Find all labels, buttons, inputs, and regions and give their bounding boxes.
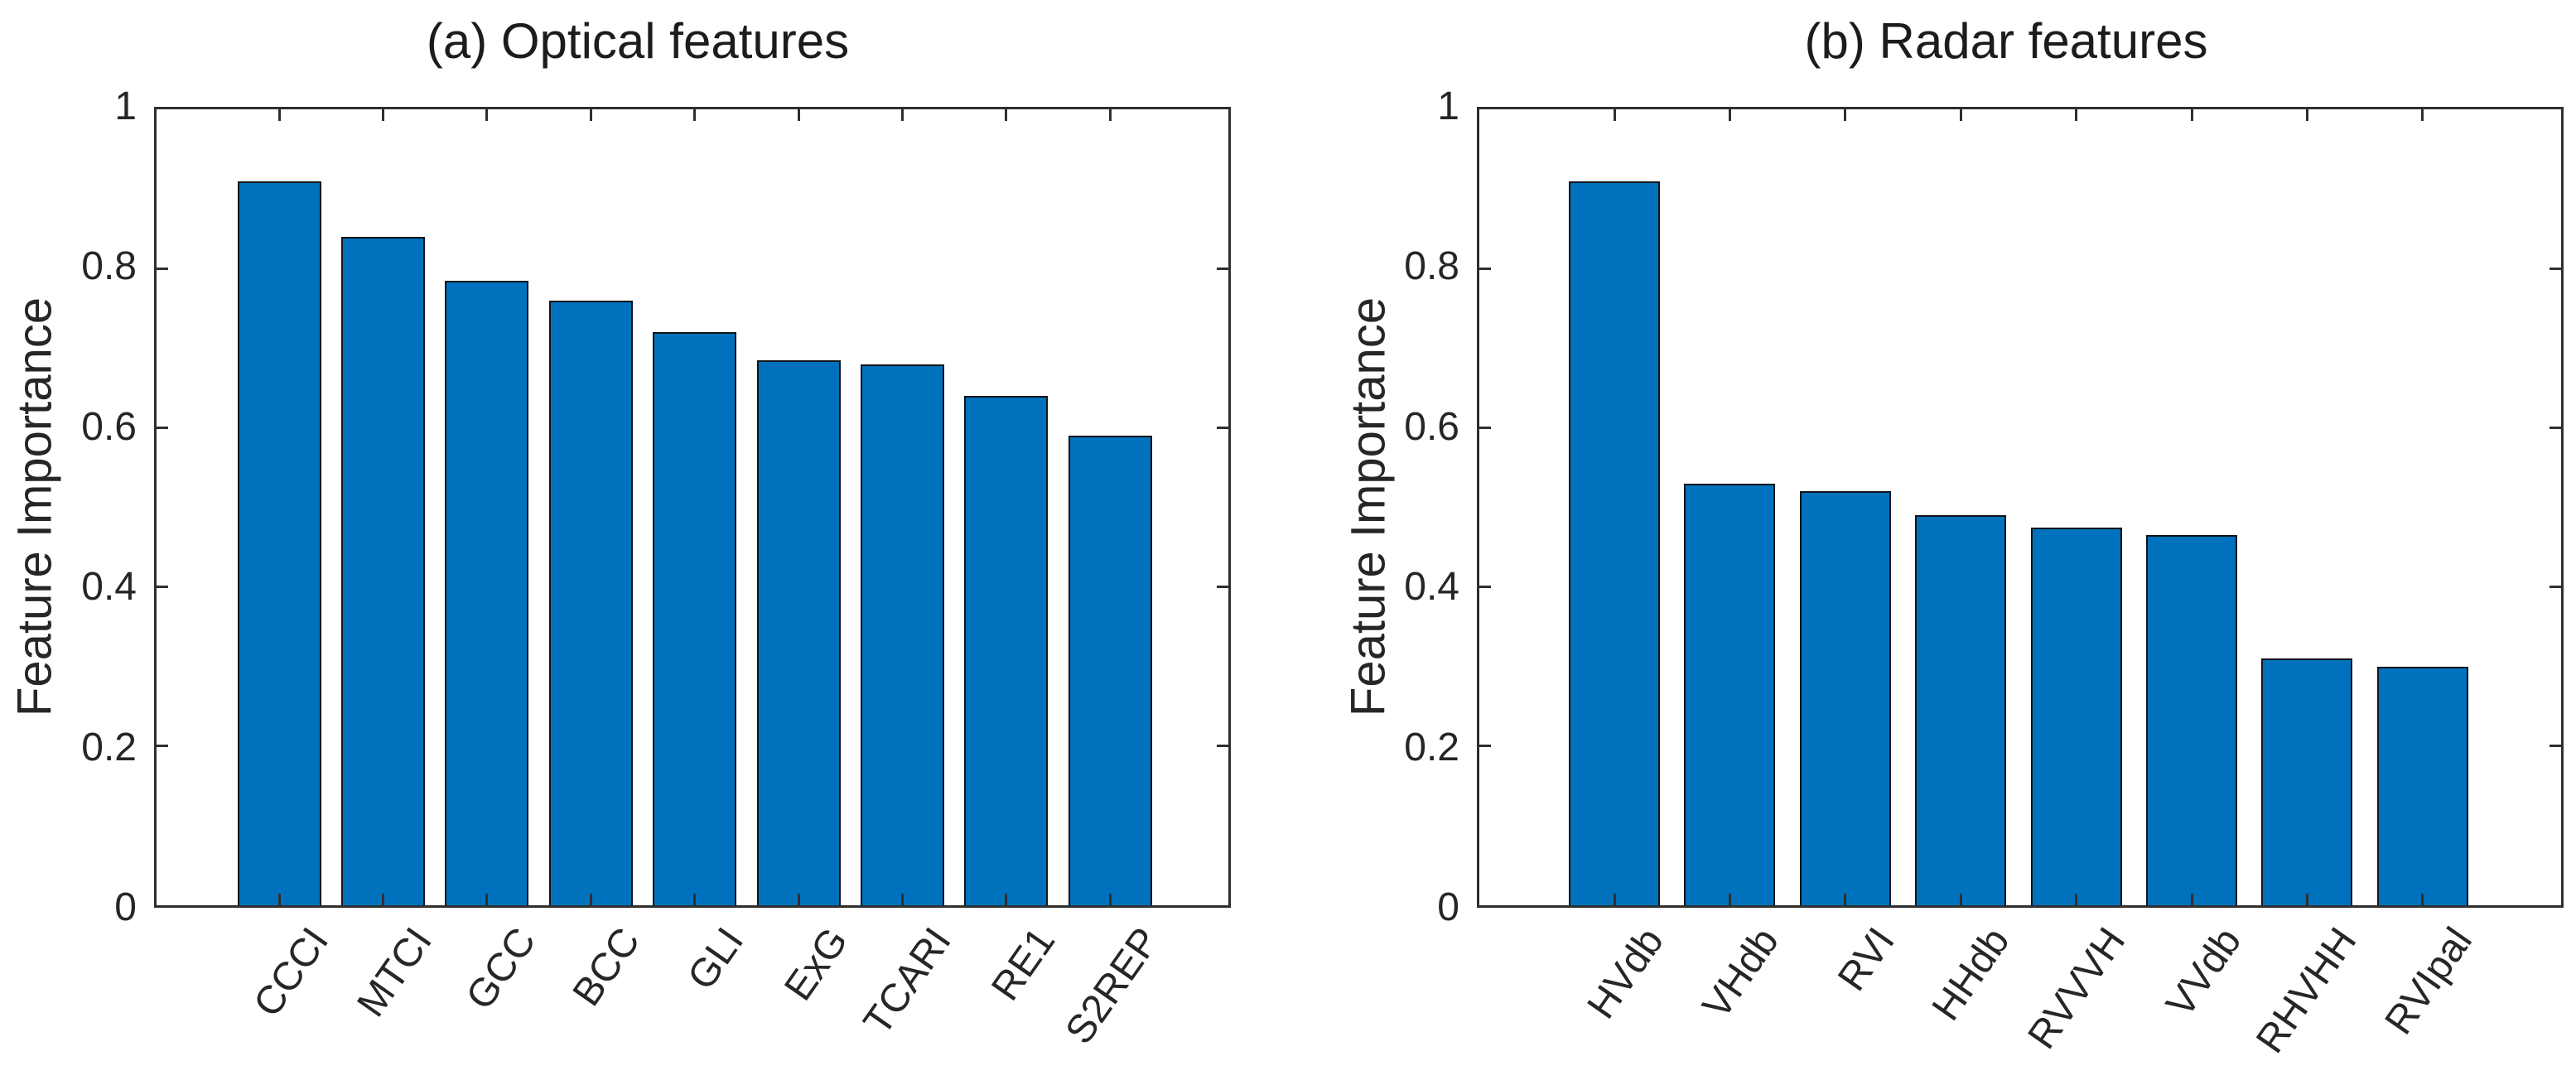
x-tick-label-VHdb: VHdb (1694, 919, 1788, 1027)
x-tick-label-RVI: RVI (1829, 919, 1903, 1000)
bar-RHVHH (2261, 658, 2353, 905)
y-tick-label-1: 1 (1437, 84, 1459, 128)
x-tick-label-HVdb: HVdb (1579, 919, 1672, 1027)
x-tick-mark (2421, 109, 2424, 121)
y-tick-label-0.8: 0.8 (1404, 244, 1459, 289)
y-tick-mark (2549, 426, 2561, 429)
chart-b-y-axis-label: Feature Importance (1341, 297, 1396, 717)
bar-BCC (548, 300, 633, 905)
x-tick-label-VVdb: VVdb (2158, 919, 2250, 1025)
x-tick-mark (1728, 894, 1731, 905)
y-tick-mark (2549, 267, 2561, 270)
bar-S2REP (1068, 436, 1152, 905)
y-tick-mark (157, 745, 168, 748)
x-tick-mark (277, 894, 281, 905)
x-tick-label-RVVVH: RVVVH (2019, 919, 2135, 1058)
x-tick-label-RHVHH: RHVHH (2247, 919, 2366, 1062)
y-tick-mark (1479, 586, 1491, 589)
bar-RVVVH (2030, 527, 2122, 905)
y-tick-mark (1217, 426, 1228, 429)
bar-HVdb (1569, 181, 1660, 905)
bar-VHdb (1684, 483, 1776, 905)
bar-VVdb (2146, 535, 2237, 905)
chart-b-plot-area (1477, 107, 2564, 908)
y-tick-label-1: 1 (114, 84, 137, 128)
y-tick-mark (1479, 426, 1491, 429)
chart-b-title: (b) Radar features (1804, 13, 2208, 69)
bar-MTCI (340, 236, 425, 905)
x-tick-mark (2190, 894, 2193, 905)
x-tick-mark (2190, 109, 2193, 121)
y-tick-mark (2549, 745, 2561, 748)
bar-RE1 (964, 395, 1049, 905)
x-tick-mark (277, 109, 281, 121)
y-tick-label-0: 0 (114, 885, 137, 929)
x-tick-mark (1108, 894, 1112, 905)
x-tick-mark (900, 894, 904, 905)
x-tick-mark (1005, 109, 1008, 121)
x-tick-mark (1613, 109, 1616, 121)
bar-HHdb (1915, 515, 2007, 905)
x-tick-mark (1844, 109, 1847, 121)
bar-RVIpal (2376, 666, 2468, 905)
x-tick-mark (693, 109, 697, 121)
x-tick-mark (1728, 109, 1731, 121)
bar-ExG (756, 359, 841, 905)
x-tick-mark (1005, 894, 1008, 905)
bar-GLI (653, 332, 737, 905)
y-tick-mark (1217, 267, 1228, 270)
x-tick-mark (2075, 894, 2078, 905)
x-tick-mark (381, 109, 384, 121)
x-tick-mark (1959, 109, 1962, 121)
x-tick-mark (485, 109, 489, 121)
x-tick-mark (1844, 894, 1847, 905)
y-tick-label-0.8: 0.8 (81, 244, 137, 289)
x-tick-mark (589, 109, 592, 121)
y-tick-label-0.2: 0.2 (81, 725, 137, 769)
bar-TCARI (860, 364, 944, 905)
y-tick-mark (1479, 745, 1491, 748)
y-tick-label-0: 0 (1437, 885, 1459, 929)
x-tick-mark (797, 894, 800, 905)
y-tick-mark (1479, 267, 1491, 270)
x-tick-mark (2305, 109, 2308, 121)
x-tick-mark (2421, 894, 2424, 905)
x-tick-mark (381, 894, 384, 905)
x-tick-mark (693, 894, 697, 905)
x-tick-label-RVIpal: RVIpal (2376, 919, 2481, 1043)
x-tick-mark (2075, 109, 2078, 121)
x-tick-mark (900, 109, 904, 121)
y-tick-label-0.2: 0.2 (1404, 725, 1459, 769)
y-tick-mark (1217, 745, 1228, 748)
y-tick-mark (157, 426, 168, 429)
y-tick-label-0.6: 0.6 (81, 404, 137, 449)
x-tick-mark (797, 109, 800, 121)
y-tick-label-0.6: 0.6 (1404, 404, 1459, 449)
y-tick-mark (157, 586, 168, 589)
x-tick-label-HHdb: HHdb (1924, 919, 2019, 1029)
y-tick-label-0.4: 0.4 (81, 565, 137, 610)
x-tick-mark (1959, 894, 1962, 905)
y-tick-mark (1217, 586, 1228, 589)
x-tick-mark (1108, 109, 1112, 121)
y-tick-label-0.4: 0.4 (1404, 565, 1459, 610)
x-tick-mark (2305, 894, 2308, 905)
x-tick-mark (485, 894, 489, 905)
y-tick-mark (157, 267, 168, 270)
x-tick-mark (589, 894, 592, 905)
chart-a-title: (a) Optical features (426, 13, 850, 69)
chart-a-plot-area (154, 107, 1231, 908)
y-tick-mark (2549, 586, 2561, 589)
bar-GCC (445, 280, 529, 905)
bar-RVI (1799, 491, 1891, 905)
bar-CCCI (237, 181, 321, 905)
x-tick-mark (1613, 894, 1616, 905)
